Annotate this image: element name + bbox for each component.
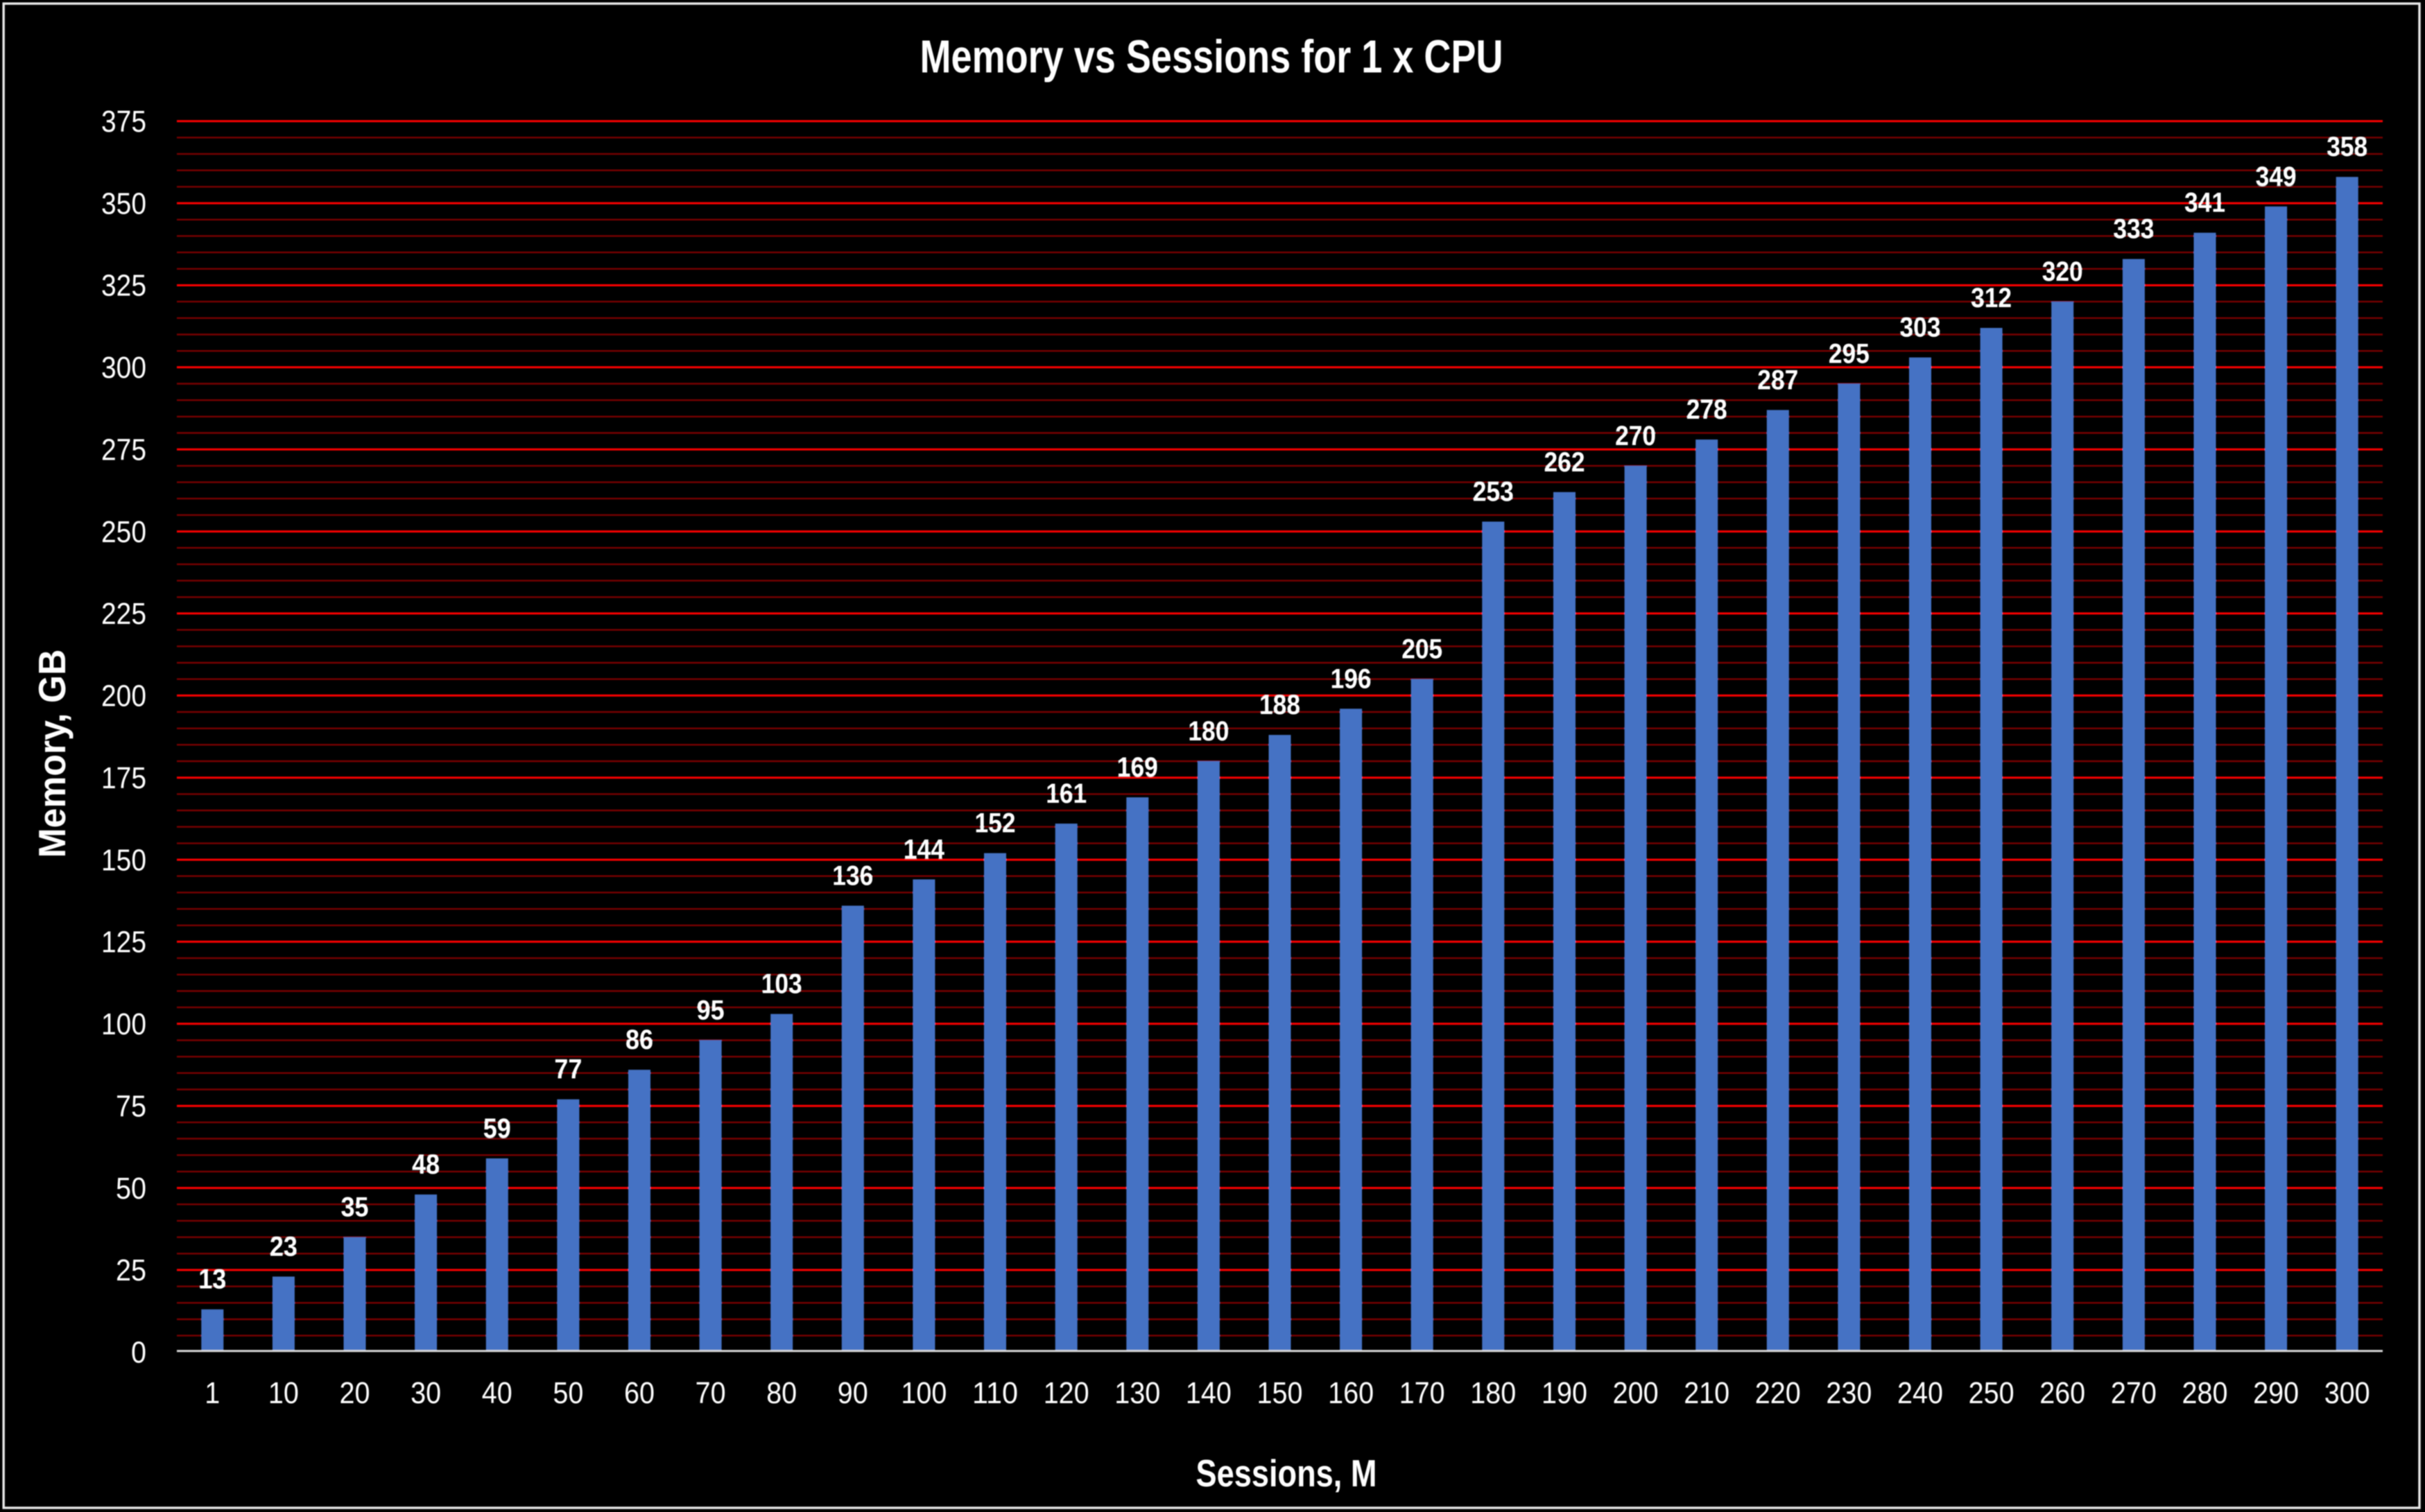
- svg-text:280: 280: [2182, 1376, 2228, 1410]
- svg-text:70: 70: [696, 1376, 726, 1410]
- svg-text:25: 25: [116, 1253, 146, 1287]
- svg-text:253: 253: [1473, 476, 1514, 507]
- svg-text:341: 341: [2184, 188, 2225, 218]
- svg-text:210: 210: [1684, 1376, 1729, 1410]
- svg-text:Sessions, M: Sessions, M: [1196, 1452, 1377, 1495]
- svg-text:100: 100: [901, 1376, 947, 1410]
- svg-text:75: 75: [116, 1089, 146, 1123]
- svg-text:303: 303: [1900, 313, 1941, 343]
- svg-text:77: 77: [554, 1054, 582, 1085]
- svg-text:262: 262: [1544, 447, 1585, 478]
- svg-text:278: 278: [1686, 394, 1727, 425]
- svg-text:220: 220: [1755, 1376, 1801, 1410]
- svg-text:Memory, GB: Memory, GB: [31, 650, 74, 858]
- svg-text:180: 180: [1470, 1376, 1516, 1410]
- svg-text:59: 59: [483, 1113, 511, 1144]
- svg-text:Memory vs Sessions for 1 x CPU: Memory vs Sessions for 1 x CPU: [920, 31, 1503, 82]
- svg-text:180: 180: [1188, 716, 1229, 747]
- svg-text:10: 10: [268, 1376, 299, 1410]
- svg-text:170: 170: [1399, 1376, 1445, 1410]
- svg-text:230: 230: [1826, 1376, 1872, 1410]
- svg-text:90: 90: [838, 1376, 868, 1410]
- svg-text:0: 0: [131, 1336, 146, 1370]
- svg-text:125: 125: [101, 926, 146, 959]
- svg-text:290: 290: [2253, 1376, 2299, 1410]
- svg-text:136: 136: [832, 860, 873, 891]
- svg-text:270: 270: [2111, 1376, 2157, 1410]
- svg-text:103: 103: [761, 969, 802, 1000]
- svg-text:250: 250: [1969, 1376, 2014, 1410]
- svg-text:270: 270: [1615, 421, 1656, 451]
- svg-text:20: 20: [340, 1376, 370, 1410]
- svg-text:200: 200: [1613, 1376, 1659, 1410]
- svg-text:1: 1: [205, 1376, 220, 1410]
- svg-text:48: 48: [412, 1149, 440, 1180]
- svg-text:40: 40: [482, 1376, 512, 1410]
- svg-text:190: 190: [1542, 1376, 1587, 1410]
- svg-text:110: 110: [972, 1376, 1018, 1410]
- svg-text:60: 60: [624, 1376, 655, 1410]
- svg-text:260: 260: [2039, 1376, 2085, 1410]
- svg-text:86: 86: [625, 1025, 653, 1055]
- svg-text:325: 325: [101, 269, 146, 303]
- svg-text:287: 287: [1757, 365, 1798, 395]
- svg-text:120: 120: [1044, 1376, 1089, 1410]
- svg-text:240: 240: [1897, 1376, 1943, 1410]
- svg-text:80: 80: [766, 1376, 797, 1410]
- svg-text:95: 95: [697, 996, 725, 1026]
- svg-text:152: 152: [975, 808, 1016, 839]
- svg-text:150: 150: [101, 843, 146, 877]
- svg-text:188: 188: [1259, 690, 1300, 720]
- svg-text:169: 169: [1117, 752, 1158, 783]
- svg-text:200: 200: [101, 679, 146, 713]
- svg-text:160: 160: [1328, 1376, 1374, 1410]
- svg-text:30: 30: [411, 1376, 441, 1410]
- svg-text:144: 144: [904, 835, 945, 865]
- svg-text:205: 205: [1401, 634, 1442, 665]
- svg-text:225: 225: [101, 597, 146, 631]
- svg-text:250: 250: [101, 515, 146, 549]
- svg-text:13: 13: [198, 1265, 226, 1295]
- svg-text:100: 100: [101, 1007, 146, 1041]
- svg-text:50: 50: [116, 1172, 146, 1206]
- svg-text:312: 312: [1971, 283, 2012, 313]
- svg-text:358: 358: [2327, 132, 2367, 162]
- svg-text:161: 161: [1046, 779, 1087, 809]
- svg-text:295: 295: [1829, 339, 1870, 370]
- svg-text:196: 196: [1331, 663, 1372, 694]
- svg-text:300: 300: [101, 351, 146, 385]
- svg-text:350: 350: [101, 186, 146, 220]
- svg-text:320: 320: [2042, 257, 2083, 287]
- svg-text:275: 275: [101, 433, 146, 467]
- svg-text:375: 375: [101, 105, 146, 139]
- svg-text:35: 35: [341, 1192, 369, 1223]
- svg-text:140: 140: [1186, 1376, 1232, 1410]
- svg-text:300: 300: [2324, 1376, 2370, 1410]
- svg-text:130: 130: [1114, 1376, 1160, 1410]
- svg-text:333: 333: [2113, 214, 2154, 245]
- svg-text:175: 175: [101, 761, 146, 795]
- svg-text:50: 50: [553, 1376, 583, 1410]
- svg-text:150: 150: [1257, 1376, 1303, 1410]
- svg-text:23: 23: [270, 1231, 297, 1262]
- svg-text:349: 349: [2256, 162, 2297, 192]
